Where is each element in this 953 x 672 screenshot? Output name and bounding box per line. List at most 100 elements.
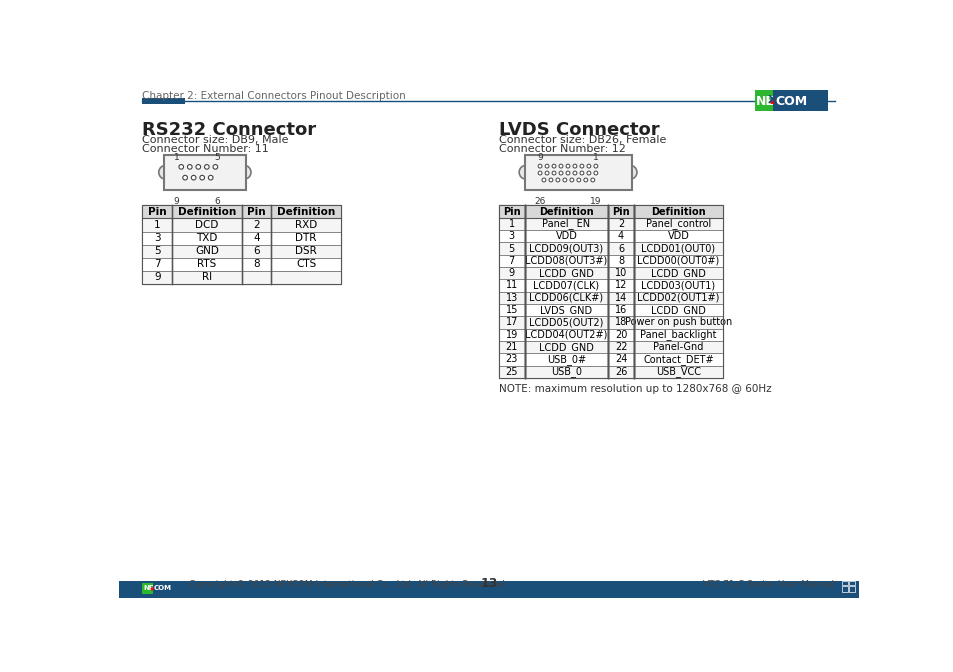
Circle shape [586, 164, 590, 168]
Text: 10: 10 [615, 268, 626, 278]
Circle shape [594, 171, 598, 175]
Bar [142, 206, 340, 284]
Text: DTR: DTR [295, 233, 316, 243]
Circle shape [569, 178, 573, 182]
Text: Power on push button: Power on push button [624, 317, 731, 327]
Text: Pin: Pin [247, 207, 266, 217]
Text: Chapter 2: External Connectors Pinout Description: Chapter 2: External Connectors Pinout De… [142, 91, 406, 101]
Bar [498, 218, 722, 230]
Bar [498, 317, 722, 329]
Text: 23: 23 [505, 354, 517, 364]
Text: 9: 9 [173, 197, 179, 206]
Text: 26: 26 [615, 367, 626, 377]
Text: TXD: TXD [196, 233, 217, 243]
Text: Definition: Definition [538, 206, 593, 216]
Text: 9: 9 [537, 153, 542, 162]
Text: NE: NE [756, 95, 775, 108]
Text: Panel_backlight: Panel_backlight [639, 329, 716, 340]
Text: 9: 9 [153, 272, 160, 282]
Text: LCDD03(OUT1): LCDD03(OUT1) [640, 280, 715, 290]
Circle shape [594, 164, 598, 168]
Circle shape [583, 178, 587, 182]
Bar [152, 583, 180, 594]
Text: LCDD02(OUT1#): LCDD02(OUT1#) [637, 293, 719, 303]
Bar [498, 292, 722, 304]
Text: 17: 17 [505, 317, 517, 327]
Bar [498, 267, 722, 280]
Bar [524, 155, 631, 190]
Bar [498, 230, 722, 243]
Bar [498, 353, 722, 366]
Text: 6: 6 [618, 243, 623, 253]
Text: Connector Number: 12: Connector Number: 12 [498, 144, 625, 154]
Circle shape [208, 175, 213, 180]
Text: 1: 1 [173, 153, 179, 162]
Bar [498, 206, 722, 378]
Circle shape [236, 165, 251, 179]
Text: 13: 13 [505, 293, 517, 303]
Circle shape [518, 165, 533, 179]
Text: 5: 5 [153, 246, 160, 256]
Text: 13: 13 [479, 577, 497, 589]
Text: 4: 4 [253, 233, 259, 243]
Text: 15: 15 [505, 305, 517, 315]
Text: 19: 19 [505, 330, 517, 340]
Circle shape [558, 171, 562, 175]
Bar [498, 280, 722, 292]
Text: 7: 7 [508, 256, 515, 266]
Circle shape [541, 178, 545, 182]
Text: 5: 5 [213, 153, 219, 162]
Text: COM: COM [774, 95, 806, 108]
Bar [498, 206, 722, 218]
Text: Definition: Definition [650, 206, 705, 216]
Text: 6: 6 [213, 197, 219, 206]
Circle shape [213, 165, 217, 169]
Text: 22: 22 [614, 342, 627, 352]
Text: LCDD_GND: LCDD_GND [538, 267, 593, 279]
Bar [773, 90, 827, 112]
Text: Connector size: DB9, Male: Connector size: DB9, Male [142, 134, 289, 144]
Text: LCDD00(OUT0#): LCDD00(OUT0#) [637, 256, 719, 266]
Text: VDD: VDD [667, 231, 689, 241]
Text: 8: 8 [253, 259, 259, 269]
Text: USB_0#: USB_0# [546, 354, 585, 365]
Text: 25: 25 [505, 367, 517, 377]
Circle shape [565, 171, 569, 175]
Bar [119, 581, 858, 598]
Text: VTC 71-C Series User Manual: VTC 71-C Series User Manual [702, 579, 833, 589]
Circle shape [556, 178, 559, 182]
Text: 6: 6 [253, 246, 259, 256]
Text: Copyright © 2012 NEXCOM International Co., Ltd. All Rights Reserved.: Copyright © 2012 NEXCOM International Co… [189, 579, 507, 589]
Text: Connector size: DB26, Female: Connector size: DB26, Female [498, 134, 666, 144]
Circle shape [558, 164, 562, 168]
Text: LCDD06(CLK#): LCDD06(CLK#) [529, 293, 603, 303]
Circle shape [544, 171, 548, 175]
Text: 14: 14 [615, 293, 626, 303]
Text: 9: 9 [508, 268, 515, 278]
Text: 24: 24 [615, 354, 626, 364]
Text: VDD: VDD [555, 231, 577, 241]
Text: RS232 Connector: RS232 Connector [142, 121, 316, 138]
Text: RXD: RXD [294, 220, 316, 230]
Text: 16: 16 [615, 305, 626, 315]
Bar [164, 155, 245, 190]
Bar [498, 206, 722, 378]
Text: 12: 12 [615, 280, 626, 290]
Bar [142, 245, 340, 258]
Text: 4: 4 [618, 231, 623, 241]
Text: 18: 18 [615, 317, 626, 327]
Circle shape [158, 165, 172, 179]
Text: 1: 1 [508, 219, 515, 229]
Text: LCDD05(OUT2): LCDD05(OUT2) [529, 317, 603, 327]
Text: 11: 11 [505, 280, 517, 290]
Text: LCDD09(OUT3): LCDD09(OUT3) [529, 243, 603, 253]
Circle shape [579, 164, 583, 168]
Text: 1: 1 [593, 153, 598, 162]
Circle shape [537, 171, 541, 175]
Text: 20: 20 [615, 330, 626, 340]
Circle shape [577, 178, 580, 182]
Circle shape [552, 171, 556, 175]
Text: COM: COM [153, 585, 172, 591]
Bar [498, 243, 722, 255]
Circle shape [573, 171, 577, 175]
